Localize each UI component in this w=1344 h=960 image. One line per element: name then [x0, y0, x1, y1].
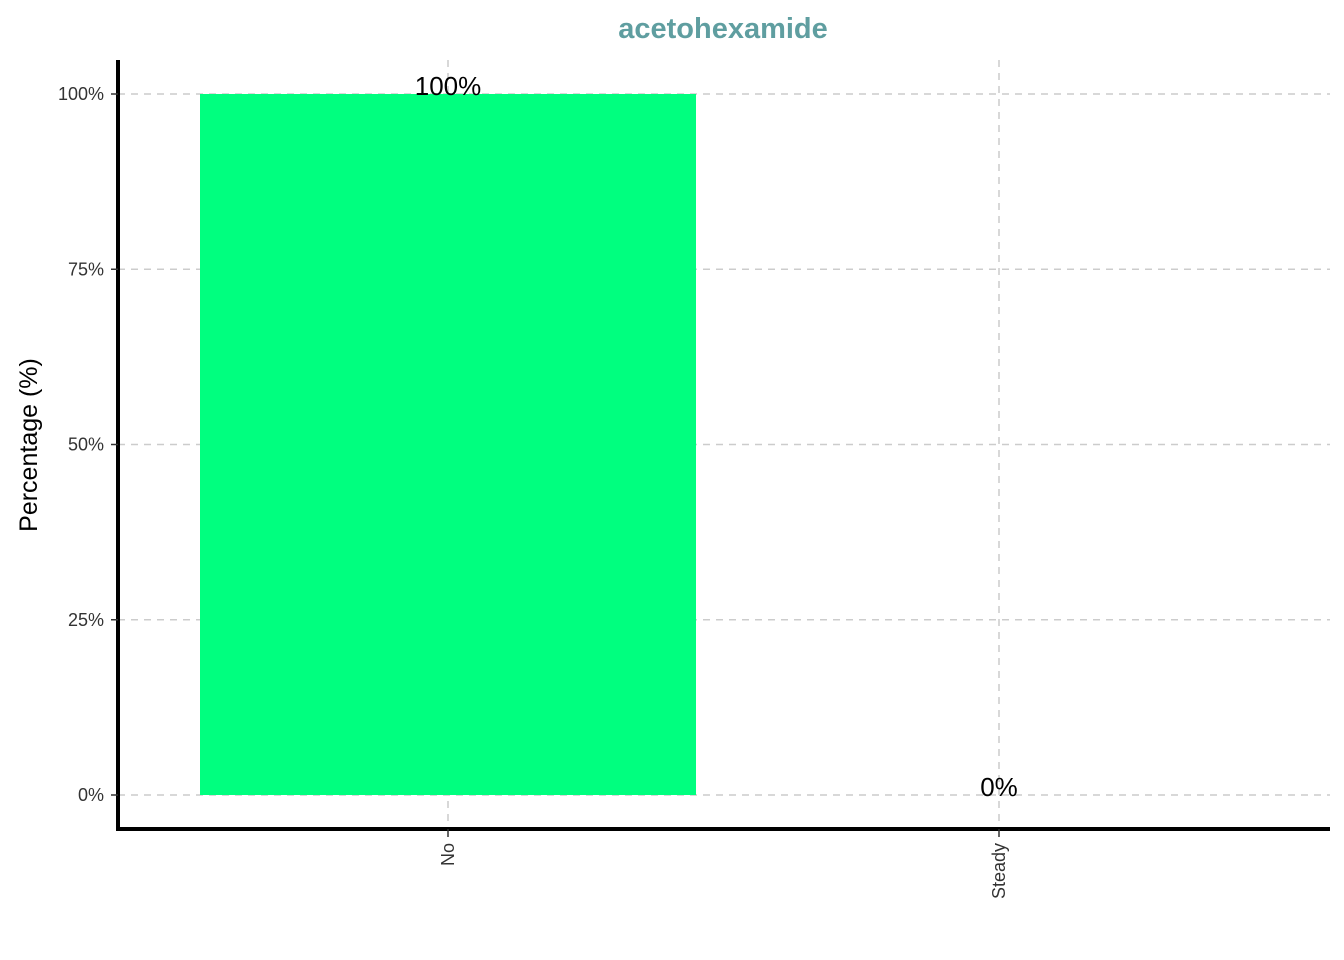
tick-labels: 0% 25% 50% 75% 100% No Steady — [58, 84, 1009, 899]
y-tick-label: 100% — [58, 84, 104, 104]
y-tick-label: 0% — [78, 785, 104, 805]
axes — [116, 60, 1330, 831]
x-tick-label: No — [438, 843, 458, 866]
bars — [200, 94, 696, 795]
data-label-no: 100% — [415, 71, 482, 101]
bar-no — [200, 94, 696, 795]
x-tick-label: Steady — [989, 843, 1009, 899]
y-tick-label: 50% — [68, 435, 104, 455]
y-tick-label: 75% — [68, 259, 104, 279]
chart-title: acetohexamide — [618, 13, 828, 45]
data-labels: 100% 0% — [415, 71, 1018, 802]
data-label-steady: 0% — [980, 772, 1018, 802]
y-tick-label: 25% — [68, 610, 104, 630]
y-axis-label: Percentage (%) — [15, 358, 43, 532]
